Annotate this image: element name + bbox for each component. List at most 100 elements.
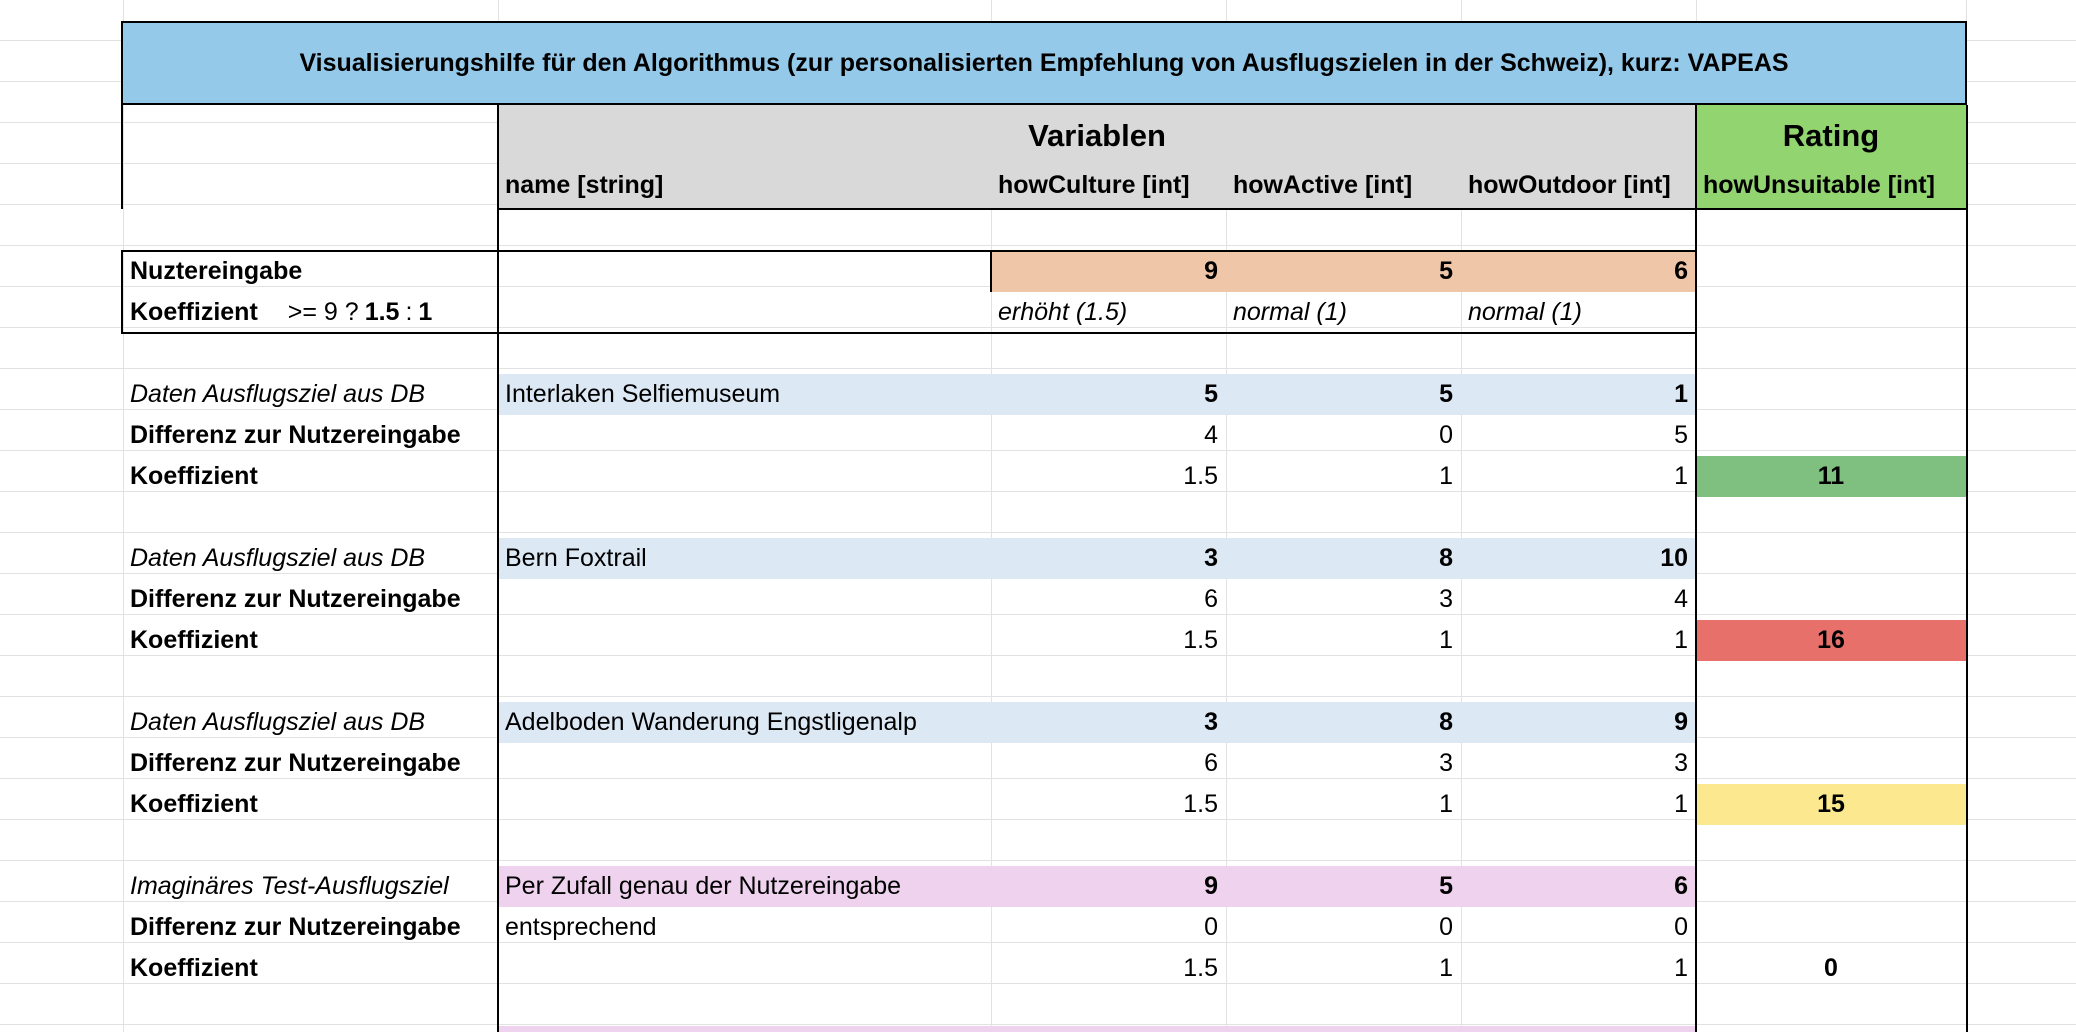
variables-header-bg: [498, 105, 1696, 209]
rating-value[interactable]: 0: [1824, 954, 1838, 982]
coef-rule-b: 1: [418, 298, 433, 326]
coefficient-label[interactable]: Koeffizient: [130, 790, 258, 818]
destination-outdoor-value[interactable]: 6: [1674, 872, 1688, 900]
coefficient-outdoor-value[interactable]: 1: [1674, 462, 1688, 490]
gridline: [991, 0, 992, 1032]
rating-cell-bg: [1696, 620, 1966, 661]
sheet-title[interactable]: Visualisierungshilfe für den Algorithmus…: [121, 21, 1967, 105]
destination-source-label[interactable]: Daten Ausflugsziel aus DB: [130, 708, 426, 736]
rating-header-bg: [1696, 105, 1966, 209]
destination-outdoor-value[interactable]: 1: [1674, 380, 1688, 408]
user-input-bg: [991, 251, 1696, 292]
column-header-name[interactable]: name [string]: [505, 170, 664, 199]
column-header-active[interactable]: howActive [int]: [1233, 170, 1413, 199]
border-line: [121, 332, 1697, 334]
difference-outdoor-value[interactable]: 4: [1674, 585, 1688, 613]
user-coef-active[interactable]: normal (1): [1233, 298, 1347, 326]
coefficient-label[interactable]: Koeffizient: [130, 954, 258, 982]
destination-culture-value[interactable]: 3: [1204, 708, 1218, 736]
destination-source-label[interactable]: Daten Ausflugsziel aus DB: [130, 544, 426, 572]
difference-outdoor-value[interactable]: 0: [1674, 913, 1688, 941]
coefficient-culture-value[interactable]: 1.5: [1183, 954, 1218, 982]
destination-name[interactable]: Per Zufall genau der Nutzereingabe: [505, 872, 902, 900]
coefficient-outdoor-value[interactable]: 1: [1674, 626, 1688, 654]
border-line: [121, 250, 998, 252]
column-header-unsuitable[interactable]: howUnsuitable [int]: [1703, 170, 1935, 199]
gridline: [1461, 0, 1462, 1032]
rating-value[interactable]: 16: [1817, 626, 1845, 654]
coefficient-active-value[interactable]: 1: [1439, 462, 1453, 490]
user-coef-label-cell[interactable]: Koeffizient >= 9 ? 1.5 : 1: [123, 292, 498, 333]
difference-active-value[interactable]: 0: [1439, 421, 1453, 449]
border-line: [121, 105, 123, 209]
coef-rule-sep: :: [405, 298, 413, 326]
difference-active-value[interactable]: 3: [1439, 749, 1453, 777]
difference-name-note[interactable]: [498, 415, 991, 456]
destination-name[interactable]: Adelboden Wanderung Engstligenalp: [505, 708, 917, 736]
difference-culture-value[interactable]: 4: [1204, 421, 1218, 449]
coefficient-culture-value[interactable]: 1.5: [1183, 790, 1218, 818]
difference-culture-value[interactable]: 0: [1204, 913, 1218, 941]
coefficient-culture-value[interactable]: 1.5: [1183, 626, 1218, 654]
destination-culture-value[interactable]: 5: [1204, 380, 1218, 408]
rating-cell-bg: [1696, 456, 1966, 497]
difference-label[interactable]: Differenz zur Nutzereingabe: [130, 913, 461, 941]
border-line: [498, 208, 1967, 210]
destination-active-value[interactable]: 5: [1439, 380, 1453, 408]
user-input-label[interactable]: Nuztereingabe: [130, 257, 303, 285]
rating-value[interactable]: 15: [1817, 790, 1845, 818]
destination-outdoor-value[interactable]: 10: [1660, 544, 1688, 572]
variables-heading[interactable]: Variablen: [1028, 118, 1166, 153]
border-line: [121, 250, 123, 334]
border-line: [991, 250, 1696, 252]
user-coef-culture[interactable]: erhöht (1.5): [998, 298, 1128, 326]
destination-outdoor-value[interactable]: 9: [1674, 708, 1688, 736]
difference-label[interactable]: Differenz zur Nutzereingabe: [130, 421, 461, 449]
destination-culture-value[interactable]: 3: [1204, 544, 1218, 572]
coefficient-label[interactable]: Koeffizient: [130, 462, 258, 490]
coefficient-outdoor-value[interactable]: 1: [1674, 790, 1688, 818]
destination-active-value[interactable]: 8: [1439, 708, 1453, 736]
difference-outdoor-value[interactable]: 5: [1674, 421, 1688, 449]
next-row-partial: [498, 1026, 1696, 1032]
difference-label[interactable]: Differenz zur Nutzereingabe: [130, 749, 461, 777]
difference-name-note[interactable]: [498, 579, 991, 620]
gridline: [1226, 0, 1227, 1032]
difference-culture-value[interactable]: 6: [1204, 749, 1218, 777]
destination-source-label[interactable]: Imaginäres Test-Ausflugsziel: [130, 872, 449, 900]
difference-active-value[interactable]: 0: [1439, 913, 1453, 941]
user-coef-label: Koeffizient: [130, 298, 258, 326]
border-line: [1966, 105, 1968, 1032]
destination-source-label[interactable]: Daten Ausflugsziel aus DB: [130, 380, 426, 408]
coefficient-active-value[interactable]: 1: [1439, 790, 1453, 818]
border-line: [497, 105, 499, 1032]
coefficient-culture-value[interactable]: 1.5: [1183, 462, 1218, 490]
destination-active-value[interactable]: 5: [1439, 872, 1453, 900]
user-input-active[interactable]: 5: [1439, 257, 1453, 285]
rating-value[interactable]: 11: [1817, 462, 1845, 490]
coefficient-active-value[interactable]: 1: [1439, 954, 1453, 982]
rating-heading[interactable]: Rating: [1782, 118, 1880, 153]
difference-label[interactable]: Differenz zur Nutzereingabe: [130, 585, 461, 613]
destination-name[interactable]: Interlaken Selfiemuseum: [505, 380, 781, 408]
destination-row-bg: [498, 374, 1696, 415]
difference-name-note[interactable]: entsprechend: [505, 913, 657, 941]
user-input-culture[interactable]: 9: [1204, 257, 1218, 285]
destination-row-bg: [498, 538, 1696, 579]
destination-name[interactable]: Bern Foxtrail: [505, 544, 647, 572]
coefficient-label[interactable]: Koeffizient: [130, 626, 258, 654]
border-line: [121, 105, 123, 1032]
difference-culture-value[interactable]: 6: [1204, 585, 1218, 613]
destination-active-value[interactable]: 8: [1439, 544, 1453, 572]
user-coef-outdoor[interactable]: normal (1): [1468, 298, 1582, 326]
column-header-culture[interactable]: howCulture [int]: [998, 170, 1190, 199]
user-input-outdoor[interactable]: 6: [1674, 257, 1688, 285]
column-header-outdoor[interactable]: howOutdoor [int]: [1468, 170, 1671, 199]
coefficient-active-value[interactable]: 1: [1439, 626, 1453, 654]
difference-active-value[interactable]: 3: [1439, 585, 1453, 613]
difference-outdoor-value[interactable]: 3: [1674, 749, 1688, 777]
difference-name-note[interactable]: [498, 743, 991, 784]
coefficient-outdoor-value[interactable]: 1: [1674, 954, 1688, 982]
destination-culture-value[interactable]: 9: [1204, 872, 1218, 900]
destination-row-bg: [498, 702, 1696, 743]
